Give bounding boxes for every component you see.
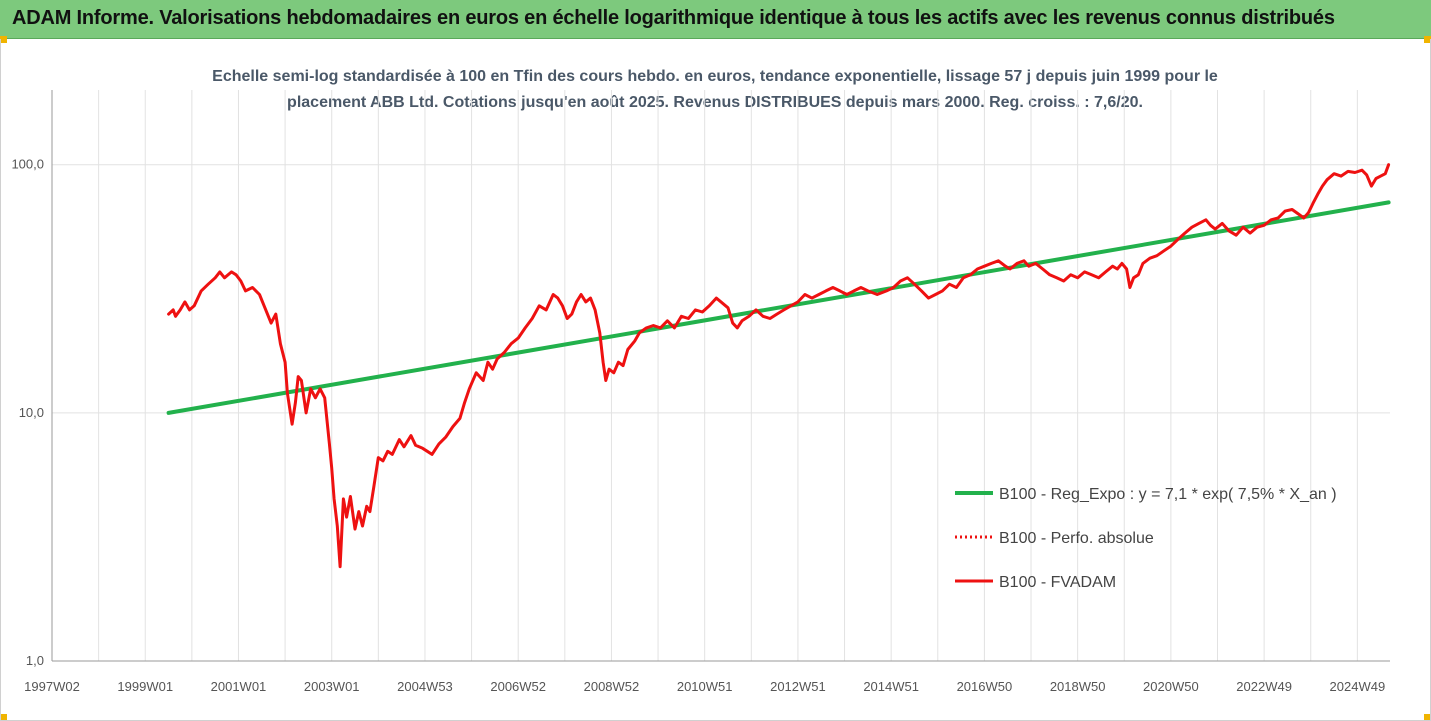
x-tick-label: 2001W01 — [211, 679, 267, 694]
y-tick-label: 100,0 — [11, 157, 44, 172]
grid-layer — [51, 90, 1390, 662]
x-tick-label: 1997W02 — [24, 679, 80, 694]
x-tick-label: 2014W51 — [863, 679, 919, 694]
legend-label-2: B100 - FVADAM — [999, 574, 1116, 591]
series-layer — [166, 163, 1391, 569]
x-tick-label: 2008W52 — [584, 679, 640, 694]
y-tick-label: 10,0 — [19, 405, 44, 420]
x-tick-label: 2012W51 — [770, 679, 826, 694]
legend: B100 - Reg_Expo : y = 7,1 * exp( 7,5% * … — [955, 486, 1337, 591]
x-tick-label: 2016W50 — [957, 679, 1013, 694]
page-title: ADAM Informe. Valorisations hebdomadaire… — [12, 7, 1335, 29]
corner-marker-top-right — [1424, 36, 1431, 43]
x-tick-label: 1999W01 — [117, 679, 173, 694]
x-tick-label: 2010W51 — [677, 679, 733, 694]
chart-subtitle-line-1: Echelle semi-log standardisée à 100 en T… — [212, 68, 1218, 85]
legend-label-1: B100 - Perfo. absolue — [999, 530, 1154, 547]
x-tick-label: 2020W50 — [1143, 679, 1199, 694]
y-tick-label: 1,0 — [26, 653, 44, 668]
chart-subtitle-line-2: placement ABB Ltd. Cotations jusqu'en ao… — [287, 94, 1143, 111]
legend-label-0: B100 - Reg_Expo : y = 7,1 * exp( 7,5% * … — [999, 486, 1337, 503]
x-tick-label: 2006W52 — [490, 679, 546, 694]
chart-subtitle: Echelle semi-log standardisée à 100 en T… — [140, 64, 1290, 116]
x-tick-label: 2003W01 — [304, 679, 360, 694]
series-line-2 — [167, 163, 1391, 569]
header-bar: ADAM Informe. Valorisations hebdomadaire… — [0, 0, 1431, 39]
trend-line — [166, 200, 1391, 415]
axis-layer: 1,0 10,0 100,0 1997W02 1999W01 2001W01 2003W01… — [11, 90, 1390, 694]
corner-marker-top-left — [0, 36, 7, 43]
x-tick-label: 2004W53 — [397, 679, 453, 694]
corner-marker-bottom-right — [1424, 714, 1431, 721]
x-tick-label: 2018W50 — [1050, 679, 1106, 694]
x-tick-label: 2022W49 — [1236, 679, 1292, 694]
x-tick-label: 2024W49 — [1330, 679, 1386, 694]
corner-marker-bottom-left — [0, 714, 7, 721]
